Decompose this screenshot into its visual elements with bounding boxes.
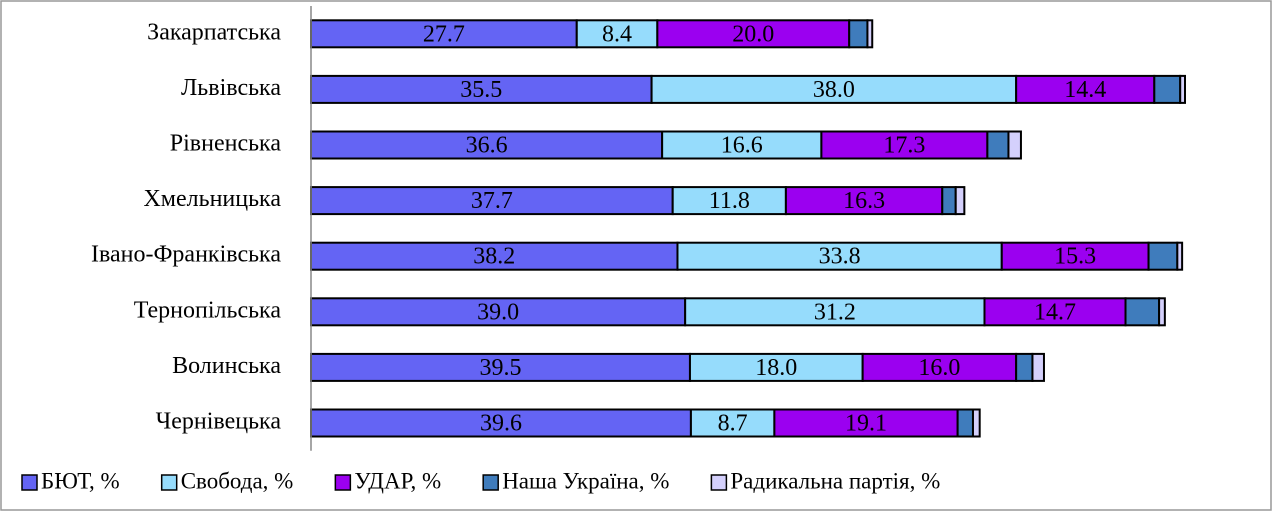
- data-label: 39.5: [479, 355, 521, 381]
- bar-segment: [688, 352, 864, 382]
- data-label: 16.0: [918, 355, 960, 381]
- bar-segment: [671, 186, 787, 216]
- data-label: 39.6: [480, 411, 522, 437]
- data-label: 36.6: [466, 133, 508, 159]
- bar-segment: [986, 130, 1010, 160]
- bar-segment: [1147, 241, 1179, 271]
- bar-segment: [1179, 74, 1187, 104]
- legend-swatch: [710, 474, 728, 491]
- data-label: 35.5: [460, 77, 502, 103]
- bar-segment: [310, 408, 692, 438]
- legend-label: БЮТ, %: [41, 468, 120, 493]
- y-tick-label: Волинська: [172, 353, 281, 379]
- bar-segment: [866, 19, 874, 49]
- bar-segment: [820, 130, 989, 160]
- bar-segment: [650, 74, 1018, 104]
- bar-segment: [1000, 241, 1150, 271]
- bar-segment: [773, 408, 959, 438]
- data-label: 14.4: [1064, 77, 1106, 103]
- bar-segment: [941, 186, 957, 216]
- data-label: 18.0: [755, 355, 797, 381]
- y-tick-label: Тернопільська: [134, 297, 282, 323]
- bar-segment: [971, 408, 981, 438]
- y-tick-label: Хмельницька: [143, 186, 281, 212]
- bar-segment: [575, 19, 659, 49]
- bar-segment: [661, 130, 823, 160]
- bar-segment: [310, 352, 691, 382]
- data-label: 8.4: [602, 21, 632, 47]
- data-label: 14.7: [1034, 299, 1076, 325]
- legend-swatch: [334, 474, 352, 491]
- bar-segment: [1015, 74, 1156, 104]
- bar-segment: [310, 241, 679, 271]
- legend-label: Радикальна партія, %: [730, 468, 940, 493]
- data-label: 27.7: [423, 21, 465, 47]
- legend-label: УДАР, %: [354, 468, 441, 493]
- data-label: 37.7: [471, 188, 513, 214]
- data-label: 39.0: [477, 299, 519, 325]
- bar-segment: [983, 297, 1127, 327]
- bar-segment: [1007, 130, 1022, 160]
- y-tick-label: Закарпатська: [147, 19, 281, 45]
- data-label: 16.3: [843, 188, 885, 214]
- legend-label: Наша Україна, %: [502, 468, 669, 493]
- bar-segment: [861, 352, 1018, 382]
- data-label: 31.2: [814, 299, 856, 325]
- data-label: 33.8: [819, 244, 861, 270]
- data-label: 20.0: [732, 21, 774, 47]
- data-label: 16.6: [721, 133, 763, 159]
- data-label: 15.3: [1054, 244, 1096, 270]
- y-tick-label: Львівська: [181, 75, 281, 101]
- bar-segment: [1124, 297, 1161, 327]
- bar-segment: [310, 19, 578, 49]
- bar-segment: [1158, 297, 1166, 327]
- bar-segment: [1031, 352, 1045, 382]
- y-tick-label: Івано-Франківська: [91, 242, 281, 268]
- bar-segment: [956, 408, 974, 438]
- data-label: 19.1: [845, 411, 887, 437]
- legend-label: Свобода, %: [181, 468, 294, 493]
- bar-segment: [1015, 352, 1034, 382]
- bar-segment: [1153, 74, 1182, 104]
- bar-segment: [310, 74, 653, 104]
- data-label: 38.2: [473, 244, 515, 270]
- data-label: 17.3: [883, 133, 925, 159]
- legend-swatch: [482, 474, 499, 491]
- legend-swatch: [21, 474, 38, 491]
- data-label: 38.0: [813, 77, 855, 103]
- y-tick-label: Чернівецька: [156, 409, 282, 435]
- bar-segment: [954, 186, 966, 216]
- y-tick-label: Рівненська: [170, 131, 282, 157]
- bar-segment: [848, 19, 869, 49]
- bar-segment: [1176, 241, 1184, 271]
- data-label: 8.7: [718, 411, 748, 437]
- data-label: 11.8: [709, 188, 750, 214]
- bar-segment: [784, 186, 944, 216]
- legend-swatch: [160, 474, 178, 491]
